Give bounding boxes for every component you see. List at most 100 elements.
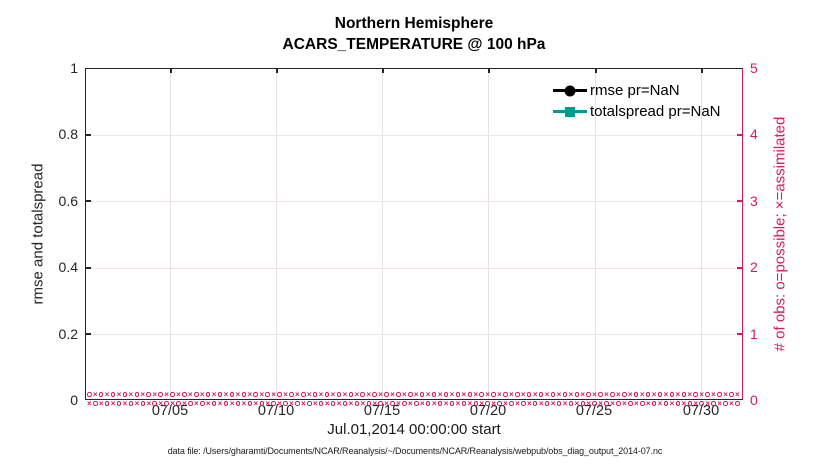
possible-obs-marker-icon [307,401,312,406]
possible-obs-marker-icon [526,392,532,397]
top-axis-tick [276,69,278,73]
legend-line-totalspread [553,106,587,117]
top-axis-tick [382,69,384,73]
possible-obs-marker-icon [223,401,229,406]
assimilated-obs-marker-icon: × [122,399,128,408]
possible-obs-marker-icon [568,401,574,406]
right-axis-tick [737,333,742,335]
possible-obs-marker-icon [301,392,306,397]
possible-obs-marker-icon [651,401,657,406]
possible-obs-marker-icon [348,392,354,397]
possible-obs-marker-icon [645,392,651,397]
assimilated-obs-marker-icon: × [550,399,556,408]
top-axis-tick [701,69,703,73]
possible-obs-marker-icon [384,392,389,397]
assimilated-obs-marker-icon: × [336,399,342,408]
top-axis-tick [488,69,490,73]
right-ytick-label: 5 [750,60,758,76]
left-axis-tick [86,200,91,202]
obs-marker-band: × × × × × × × × × × × × × × × × × × × × × × × × × × × × × × × × × × × × × × × ×… [87,390,741,408]
possible-obs-marker-icon [497,401,502,406]
possible-obs-marker-icon [461,401,467,406]
possible-obs-marker-icon [735,401,740,406]
possible-obs-marker-icon [657,392,663,397]
possible-obs-marker-icon [616,401,621,406]
assimilated-obs-marker-icon: × [277,399,282,408]
gridline-x-0705 [170,69,171,399]
possible-obs-marker-icon [98,392,104,397]
possible-obs-marker-icon [521,401,526,406]
possible-obs-marker-icon [711,401,716,406]
assimilated-obs-marker-icon: × [520,390,526,399]
assimilated-obs-marker-icon: × [639,390,645,399]
possible-obs-marker-icon [455,392,461,397]
possible-obs-marker-icon [93,401,98,406]
xtick-label: 07/05 [151,403,189,419]
assimilated-obs-marker-icon: × [669,399,675,408]
assimilated-obs-marker-icon: × [538,399,544,408]
assimilated-obs-marker-icon: × [194,399,199,408]
assimilated-obs-marker-icon: × [247,390,253,399]
assimilated-obs-marker-icon: × [699,390,704,399]
assimilated-obs-marker-icon: × [729,399,734,408]
assimilated-obs-marker-icon: × [366,390,372,399]
possible-obs-marker-icon [324,392,330,397]
assimilated-obs-marker-icon: × [562,399,568,408]
obs-marker-row-possible: × × × × × × × × × × × × × × × × × × × × × × × × × × × × × × × × × × × × × × × ×… [87,390,741,399]
assimilated-obs-marker-icon: × [324,399,330,408]
possible-obs-marker-icon [414,401,419,406]
assimilated-obs-marker-icon: × [705,399,710,408]
possible-obs-marker-icon [622,392,627,397]
y-axis-label-right: # of obs: o=possible; ×=assimilated [771,116,789,352]
assimilated-obs-marker-icon: × [158,399,164,408]
assimilated-obs-marker-icon: × [526,399,532,408]
assimilated-obs-marker-icon: × [633,399,639,408]
assimilated-obs-marker-icon: × [259,390,264,399]
possible-obs-marker-icon [211,401,217,406]
assimilated-obs-marker-icon: × [461,390,467,399]
possible-obs-marker-icon [318,401,324,406]
possible-obs-marker-icon [366,401,372,406]
assimilated-obs-marker-icon: × [306,390,312,399]
left-axis-tick [86,267,91,269]
assimilated-obs-marker-icon: × [176,390,181,399]
right-ytick-label: 2 [750,259,758,275]
square-marker-icon [565,106,575,117]
top-axis-tick [595,69,597,73]
possible-obs-marker-icon [176,401,181,406]
possible-obs-marker-icon [419,392,425,397]
assimilated-obs-marker-icon: × [342,390,348,399]
assimilated-obs-marker-icon: × [140,390,146,399]
assimilated-obs-marker-icon: × [419,399,425,408]
assimilated-obs-marker-icon: × [479,399,485,408]
assimilated-obs-marker-icon: × [289,399,294,408]
possible-obs-marker-icon [87,392,92,397]
assimilated-obs-marker-icon: × [592,390,597,399]
possible-obs-marker-icon [479,392,484,397]
possible-obs-marker-icon [390,401,395,406]
assimilated-obs-marker-icon: × [532,390,538,399]
possible-obs-marker-icon [693,392,698,397]
assimilated-obs-marker-icon: × [229,399,235,408]
assimilated-obs-marker-icon: × [693,399,699,408]
gridline-y-4 [86,135,742,136]
right-ytick-label: 3 [750,193,758,209]
legend-item-rmse: rmse pr=NaN [553,80,721,101]
assimilated-obs-marker-icon: × [723,390,728,399]
right-ytick-label: 0 [750,392,758,408]
assimilated-obs-marker-icon: × [515,399,520,408]
possible-obs-marker-icon [633,392,639,397]
y-axis-label-left: rmse and totalspread [29,163,47,305]
xtick-label: 07/30 [682,403,720,419]
left-ytick-label: 0.4 [58,259,78,275]
possible-obs-marker-icon [158,392,163,397]
possible-obs-marker-icon [360,392,365,397]
possible-obs-marker-icon [182,392,187,397]
assimilated-obs-marker-icon: × [253,399,259,408]
assimilated-obs-marker-icon: × [734,390,740,399]
assimilated-obs-marker-icon: × [556,390,562,399]
assimilated-obs-marker-icon: × [574,399,580,408]
possible-obs-marker-icon [217,392,223,397]
possible-obs-marker-icon [574,392,580,397]
assimilated-obs-marker-icon: × [687,390,693,399]
